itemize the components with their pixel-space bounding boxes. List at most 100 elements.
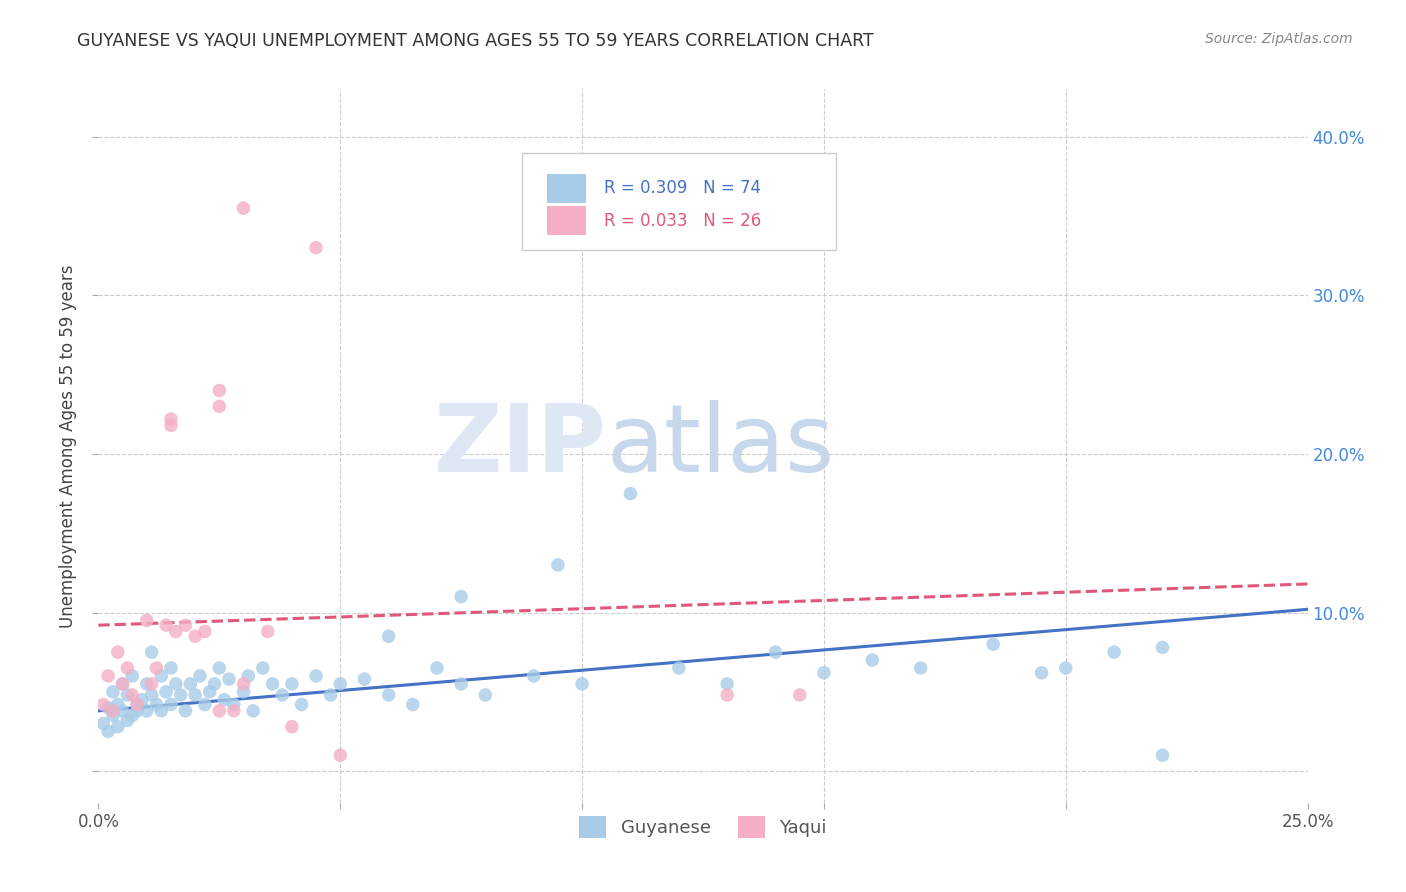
Point xyxy=(97,700,120,714)
Point xyxy=(765,645,787,659)
Point xyxy=(1152,748,1174,763)
Point xyxy=(256,624,278,639)
Point xyxy=(135,677,157,691)
Point xyxy=(789,688,811,702)
Point xyxy=(174,704,197,718)
Point xyxy=(208,661,231,675)
Point xyxy=(426,661,449,675)
Text: R = 0.309   N = 74: R = 0.309 N = 74 xyxy=(603,178,761,196)
Point xyxy=(305,669,328,683)
Point xyxy=(474,688,496,702)
Point xyxy=(107,698,129,712)
Point xyxy=(402,698,425,712)
Point xyxy=(242,704,264,718)
Point xyxy=(450,590,472,604)
Point xyxy=(281,720,304,734)
Point xyxy=(271,688,294,702)
Point xyxy=(169,688,191,702)
Point xyxy=(160,412,183,426)
Point xyxy=(377,629,399,643)
Point xyxy=(353,672,375,686)
Point xyxy=(97,669,120,683)
Point xyxy=(91,716,114,731)
Point xyxy=(188,669,211,683)
Point xyxy=(262,677,284,691)
Point xyxy=(127,698,149,712)
Point xyxy=(329,748,352,763)
Point xyxy=(160,698,183,712)
Point xyxy=(208,384,231,398)
Point xyxy=(111,677,134,691)
Text: Source: ZipAtlas.com: Source: ZipAtlas.com xyxy=(1205,32,1353,46)
Point xyxy=(981,637,1004,651)
Point xyxy=(184,629,207,643)
Point xyxy=(860,653,883,667)
Point xyxy=(232,201,254,215)
Point xyxy=(165,624,187,639)
Point xyxy=(111,704,134,718)
Point xyxy=(117,688,139,702)
Point xyxy=(127,698,149,712)
Point xyxy=(281,677,304,691)
Point xyxy=(184,688,207,702)
Point xyxy=(232,685,254,699)
Point xyxy=(141,677,163,691)
Point xyxy=(252,661,274,675)
Point xyxy=(91,698,114,712)
Point xyxy=(319,688,342,702)
Point xyxy=(179,677,201,691)
Point xyxy=(135,614,157,628)
FancyBboxPatch shape xyxy=(547,174,586,202)
Point xyxy=(135,704,157,718)
Point xyxy=(222,698,245,712)
FancyBboxPatch shape xyxy=(547,206,586,235)
Point xyxy=(377,688,399,702)
Point xyxy=(198,685,221,699)
Point xyxy=(238,669,260,683)
Text: GUYANESE VS YAQUI UNEMPLOYMENT AMONG AGES 55 TO 59 YEARS CORRELATION CHART: GUYANESE VS YAQUI UNEMPLOYMENT AMONG AGE… xyxy=(77,32,875,50)
Point xyxy=(218,672,240,686)
Point xyxy=(194,624,217,639)
Point xyxy=(160,661,183,675)
Point xyxy=(145,661,167,675)
Point xyxy=(141,645,163,659)
Point xyxy=(329,677,352,691)
Text: ZIP: ZIP xyxy=(433,400,606,492)
Point xyxy=(716,688,738,702)
Point xyxy=(208,400,231,414)
Point xyxy=(97,724,120,739)
Point xyxy=(668,661,690,675)
Point xyxy=(121,688,143,702)
Point xyxy=(165,677,187,691)
Point xyxy=(571,677,593,691)
Point xyxy=(117,714,139,728)
FancyBboxPatch shape xyxy=(522,153,837,250)
Point xyxy=(305,241,328,255)
Point xyxy=(450,677,472,691)
Point xyxy=(150,669,173,683)
Point xyxy=(131,692,153,706)
Point xyxy=(174,618,197,632)
Point xyxy=(813,665,835,680)
Point xyxy=(155,685,177,699)
Point xyxy=(150,704,173,718)
Point xyxy=(232,677,254,691)
Point xyxy=(141,688,163,702)
Text: R = 0.033   N = 26: R = 0.033 N = 26 xyxy=(603,212,761,230)
Point xyxy=(155,618,177,632)
Point xyxy=(619,486,641,500)
Point xyxy=(107,720,129,734)
Point xyxy=(107,645,129,659)
Point xyxy=(1102,645,1125,659)
Point xyxy=(1054,661,1077,675)
Point xyxy=(204,677,226,691)
Point xyxy=(523,669,546,683)
Point xyxy=(716,677,738,691)
Point xyxy=(101,685,124,699)
Point xyxy=(160,418,183,433)
Point xyxy=(212,692,235,706)
Point xyxy=(101,708,124,723)
Point xyxy=(117,661,139,675)
Point xyxy=(910,661,932,675)
Point xyxy=(1031,665,1053,680)
